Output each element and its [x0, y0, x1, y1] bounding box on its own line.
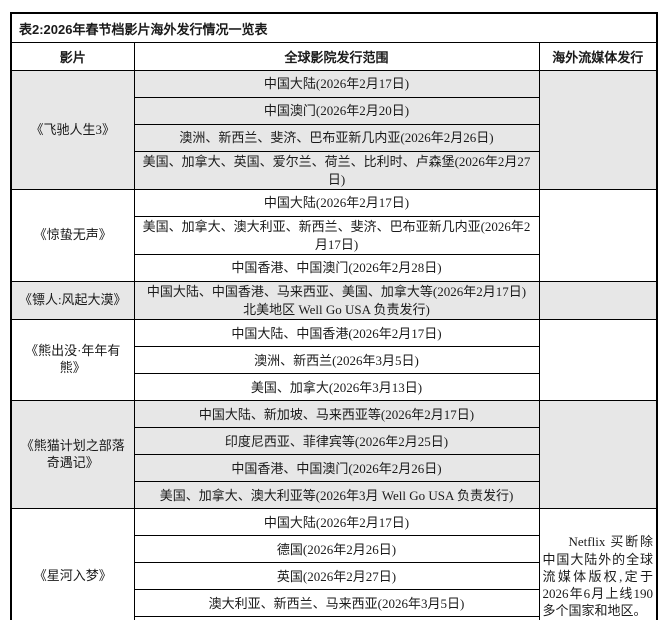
column-header-theatrical: 全球影院发行范围	[133, 42, 540, 71]
theatrical-release: 中国大陆、新加坡、马来西亚等(2026年2月17日)	[133, 400, 540, 429]
film-row: 美国、加拿大(2026年3月13日)	[11, 373, 657, 402]
film-row: 德国(2026年2月26日)	[11, 535, 657, 564]
streaming-note: Netflix 买断除中国大陆外的全球流媒体版权,定于2026年6月上线190多…	[542, 534, 654, 619]
streaming-release	[538, 69, 658, 191]
film-row: 美国、加拿大、澳大利亚等(2026年3月 Well Go USA 负责发行)	[11, 481, 657, 510]
film-row: 美国、加拿大、英国、爱尔兰、荷兰、比利时、卢森堡(2026年2月27日)	[11, 150, 657, 191]
theatrical-release: 美国、加拿大(2026年3月13日)	[133, 373, 540, 402]
theatrical-release: 中国大陆(2026年2月17日)	[133, 70, 540, 98]
film-name: 《惊蛰无声》	[10, 189, 135, 283]
column-header-row: 影片 全球影院发行范围 海外流媒体发行	[10, 42, 658, 71]
film-row: 美国、加拿大等(2026年3-4月陆续上映)	[11, 616, 657, 620]
film-row: 英国(2026年2月27日)	[11, 562, 657, 591]
release-table: 表2:2026年春节档影片海外发行情况一览表 影片 全球影院发行范围 海外流媒体…	[10, 12, 659, 620]
film-name: 《熊出没·年年有熊》	[10, 319, 135, 402]
theatrical-release: 中国大陆(2026年2月17日)	[133, 189, 540, 218]
table-body: 《飞驰人生3》 中国大陆(2026年2月17日) 中国澳门(2026年2月20日) 澳…	[10, 69, 658, 620]
theatrical-release: 美国、加拿大等(2026年3-4月陆续上映)	[133, 616, 540, 620]
film-row: 澳洲、新西兰(2026年3月5日)	[11, 346, 657, 375]
film-name: 《星河入梦》	[10, 508, 135, 620]
theatrical-release: 澳大利亚、新西兰、马来西亚(2026年3月5日)	[133, 589, 540, 618]
film-row: 澳洲、新西兰、斐济、巴布亚新几内亚(2026年2月26日)	[11, 124, 657, 152]
film-row: 《飞驰人生3》 中国大陆(2026年2月17日)	[10, 69, 658, 191]
theatrical-release: 美国、加拿大、澳大利亚等(2026年3月 Well Go USA 负责发行)	[133, 481, 540, 510]
theatrical-release: 中国澳门(2026年2月20日)	[133, 97, 540, 125]
theatrical-release: 印度尼西亚、菲律宾等(2026年2月25日)	[133, 427, 540, 456]
theatrical-release: 中国香港、中国澳门(2026年2月28日)	[133, 254, 540, 283]
theatrical-release: 德国(2026年2月26日)	[133, 535, 540, 564]
theatrical-release: 中国香港、中国澳门(2026年2月26日)	[133, 454, 540, 483]
film-name: 《飞驰人生3》	[10, 69, 135, 191]
film-row: 中国香港、中国澳门(2026年2月26日)	[11, 454, 657, 483]
film-row: 美国、加拿大、澳大利亚、新西兰、斐济、巴布亚新几内亚(2026年2月17日)	[11, 216, 657, 256]
streaming-release	[538, 400, 658, 510]
theatrical-release: 中国大陆、中国香港、马来西亚、美国、加拿大等(2026年2月17日) 北美地区 …	[133, 281, 540, 321]
streaming-release	[538, 189, 658, 283]
theatrical-release: 英国(2026年2月27日)	[133, 562, 540, 591]
streaming-release	[538, 319, 658, 402]
table-head: 表2:2026年春节档影片海外发行情况一览表 影片 全球影院发行范围 海外流媒体…	[10, 12, 658, 71]
film-name: 《镖人:风起大漠》	[10, 281, 135, 321]
film-row: 《熊出没·年年有熊》 中国大陆、中国香港(2026年2月17日)	[10, 319, 658, 402]
film-row: 中国澳门(2026年2月20日)	[11, 97, 657, 125]
theatrical-release: 澳洲、新西兰、斐济、巴布亚新几内亚(2026年2月26日)	[133, 124, 540, 152]
film-row: 《星河入梦》 中国大陆(2026年2月17日) Netflix 买断除中国大陆外的全…	[10, 508, 658, 620]
film-row: 《惊蛰无声》 中国大陆(2026年2月17日)	[10, 189, 658, 283]
theatrical-release: 澳洲、新西兰(2026年3月5日)	[133, 346, 540, 375]
film-name: 《熊猫计划之部落奇遇记》	[10, 400, 135, 510]
table-title-row: 表2:2026年春节档影片海外发行情况一览表	[10, 12, 658, 43]
film-row: 澳大利亚、新西兰、马来西亚(2026年3月5日)	[11, 589, 657, 618]
theatrical-release: 美国、加拿大、澳大利亚、新西兰、斐济、巴布亚新几内亚(2026年2月17日)	[133, 216, 540, 256]
table-title: 表2:2026年春节档影片海外发行情况一览表	[10, 12, 658, 43]
film-row: 《熊猫计划之部落奇遇记》 中国大陆、新加坡、马来西亚等(2026年2月17日)	[10, 400, 658, 510]
column-header-streaming: 海外流媒体发行	[538, 42, 658, 71]
film-row: 《镖人:风起大漠》 中国大陆、中国香港、马来西亚、美国、加拿大等(2026年2月1…	[10, 281, 658, 321]
theatrical-release: 美国、加拿大、英国、爱尔兰、荷兰、比利时、卢森堡(2026年2月27日)	[133, 150, 540, 191]
column-header-film: 影片	[10, 42, 135, 71]
streaming-release	[538, 281, 658, 321]
streaming-release: Netflix 买断除中国大陆外的全球流媒体版权,定于2026年6月上线190多…	[538, 508, 658, 620]
theatrical-release: 中国大陆、中国香港(2026年2月17日)	[133, 319, 540, 348]
film-row: 中国香港、中国澳门(2026年2月28日)	[11, 254, 657, 283]
theatrical-release: 中国大陆(2026年2月17日)	[133, 508, 540, 537]
